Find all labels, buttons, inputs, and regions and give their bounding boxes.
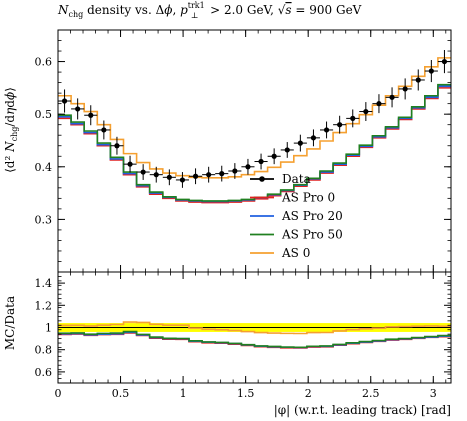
data-point bbox=[140, 169, 146, 175]
ratio-line-as-pro-50 bbox=[58, 330, 451, 349]
legend-entry-as-0: AS 0 bbox=[250, 246, 310, 260]
ratio-x-tick-label: 0.5 bbox=[112, 387, 130, 400]
data-point bbox=[428, 68, 434, 74]
legend-entry-as-pro-50: AS Pro 50 bbox=[250, 228, 343, 242]
ratio-y-tick-label: 0.8 bbox=[35, 344, 53, 357]
data-point bbox=[179, 177, 186, 183]
ratio-x-tick-label: 2 bbox=[305, 387, 312, 400]
chart-title: Nchg density vs. Δϕ, ptrk1 ⊥ > 2.0 GeV, √… bbox=[57, 1, 362, 20]
data-point bbox=[271, 153, 277, 159]
data-point bbox=[245, 164, 251, 170]
data-point bbox=[232, 168, 238, 174]
data-point bbox=[75, 106, 81, 112]
data-point bbox=[389, 94, 395, 100]
main-y-tick-label: 0.3 bbox=[35, 213, 53, 226]
ratio-plot-panel: 0.6 0.8 1 1.2 1.4 0 0.5 1 1.5 2 2.5 3 bbox=[35, 271, 452, 400]
main-plot-panel: 0.3 0.4 0.5 0.6 Data AS Pro 0 AS Pro 20 AS Pro … bbox=[35, 29, 452, 273]
data-point bbox=[402, 86, 408, 92]
data-point bbox=[376, 101, 382, 107]
ratio-y-tick-label: 1.4 bbox=[35, 277, 53, 290]
main-y-tick-label: 0.6 bbox=[35, 56, 53, 69]
ratio-y-tick-label: 1.2 bbox=[35, 299, 53, 312]
series-line-as-0 bbox=[58, 57, 451, 179]
data-point bbox=[166, 174, 172, 180]
data-point bbox=[61, 98, 68, 104]
legend-label: AS Pro 0 bbox=[281, 191, 335, 205]
data-point bbox=[258, 158, 264, 165]
legend-entry-as-pro-20: AS Pro 20 bbox=[250, 209, 343, 223]
ratio-y-tick-label: 0.6 bbox=[35, 366, 53, 379]
data-point bbox=[323, 127, 330, 133]
ratio-x-tick-label: 2.5 bbox=[362, 387, 380, 400]
data-point bbox=[310, 135, 317, 141]
data-point bbox=[337, 122, 343, 128]
data-point bbox=[192, 173, 199, 179]
data-point bbox=[127, 161, 133, 167]
legend-entry-as-pro-0: AS Pro 0 bbox=[250, 191, 335, 205]
legend-entry-data: Data bbox=[250, 172, 311, 186]
ratio-x-tick-label: 1.5 bbox=[237, 387, 255, 400]
ratio-x-tick-label: 0 bbox=[55, 387, 62, 400]
x-axis-label: |φ| (w.r.t. leading track) [rad] bbox=[274, 403, 451, 417]
data-point bbox=[88, 112, 94, 118]
ratio-x-tick-label: 1 bbox=[180, 387, 187, 400]
data-point bbox=[415, 77, 421, 83]
ratio-line-as-0 bbox=[58, 321, 451, 335]
data-point bbox=[284, 147, 290, 153]
data-point bbox=[101, 127, 107, 133]
data-point bbox=[114, 143, 120, 149]
legend-label: Data bbox=[282, 172, 311, 186]
ratio-y-tick-label: 1 bbox=[45, 322, 52, 335]
data-point bbox=[153, 172, 159, 178]
ratio-x-tick-label: 3 bbox=[430, 387, 437, 400]
main-y-tick-label: 0.4 bbox=[35, 161, 53, 174]
main-y-axis-label: ⟨d² Nchg/dηdϕ⟩ bbox=[3, 87, 19, 173]
legend-label: AS 0 bbox=[281, 246, 310, 260]
data-point bbox=[206, 172, 212, 178]
data-point bbox=[363, 108, 369, 115]
legend-label: AS Pro 20 bbox=[281, 209, 343, 223]
ratio-y-axis-label: MC/Data bbox=[3, 296, 17, 350]
data-point bbox=[219, 171, 225, 177]
data-point bbox=[297, 140, 303, 146]
legend-marker bbox=[259, 176, 265, 182]
data-point bbox=[350, 115, 356, 121]
legend-label: AS Pro 50 bbox=[281, 228, 343, 242]
main-y-tick-label: 0.5 bbox=[35, 108, 53, 121]
